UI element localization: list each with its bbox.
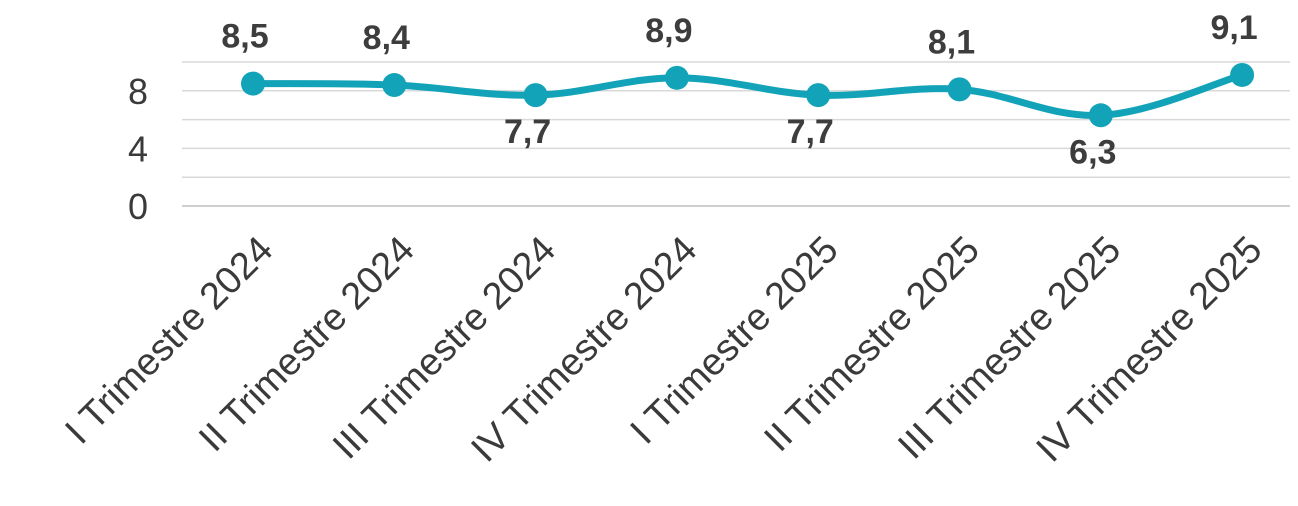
data-label-1: 8,5: [221, 18, 268, 56]
data-label-8: 9,1: [1210, 9, 1257, 47]
y-tick-label-8: 8: [128, 71, 148, 112]
data-point-2: [382, 73, 407, 98]
data-label-6: 8,1: [928, 23, 975, 61]
data-point-7: [1088, 103, 1113, 128]
data-label-4: 8,9: [645, 12, 692, 50]
data-labels-layer: 8,5 8,4 7,7 8,9 7,7 8,1 6,3 9,1: [221, 9, 1257, 171]
data-label-7: 6,3: [1069, 133, 1116, 171]
grid-layer: [182, 61, 1290, 178]
data-label-2: 8,4: [363, 19, 410, 57]
points-layer: [241, 62, 1255, 128]
data-label-3: 7,7: [504, 113, 551, 151]
data-point-5: [806, 83, 831, 108]
y-tick-label-0: 0: [128, 186, 148, 227]
data-point-3: [523, 83, 548, 108]
data-point-6: [947, 77, 972, 102]
data-point-4: [664, 65, 689, 90]
y-tick-label-4: 4: [128, 128, 148, 169]
data-point-8: [1230, 62, 1255, 87]
data-label-5: 7,7: [787, 113, 834, 151]
data-point-1: [241, 71, 265, 96]
axis-layer: 0 4 8: [128, 71, 1290, 227]
